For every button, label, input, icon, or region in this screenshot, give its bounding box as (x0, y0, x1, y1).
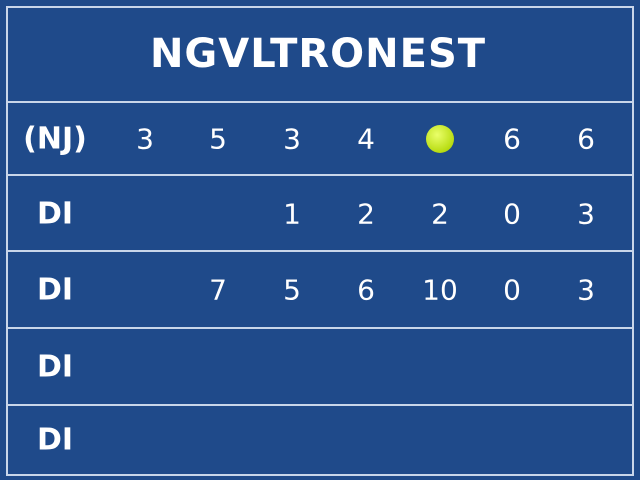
header-cell: 5 (209, 122, 227, 156)
separator (6, 250, 634, 252)
row-label: DI (36, 272, 74, 308)
header-cell: 3 (136, 122, 154, 156)
score-cell: 3 (577, 197, 595, 231)
header-label: (NJ) (23, 121, 87, 157)
row-label: DI (36, 422, 74, 458)
score-cell: 2 (357, 197, 375, 231)
score-cell: 3 (577, 273, 595, 307)
tennis-ball-icon (426, 125, 454, 153)
header-cell: 6 (503, 122, 521, 156)
score-cell: 0 (503, 197, 521, 231)
score-cell: 6 (357, 273, 375, 307)
frame (6, 6, 634, 476)
score-cell: 5 (283, 273, 301, 307)
score-cell: 1 (283, 197, 301, 231)
separator (6, 101, 634, 103)
row-label: DI (36, 196, 74, 232)
separator (6, 404, 634, 406)
title: NGVLTRONEST (149, 31, 487, 77)
separator (6, 327, 634, 329)
score-cell: 7 (209, 273, 227, 307)
header-cell: 3 (283, 122, 301, 156)
score-cell: 10 (422, 273, 458, 307)
header-cell: 6 (577, 122, 595, 156)
row-label: DI (36, 349, 74, 385)
separator (6, 174, 634, 176)
header-cell: 4 (357, 122, 375, 156)
score-cell: 2 (431, 197, 449, 231)
score-cell: 0 (503, 273, 521, 307)
